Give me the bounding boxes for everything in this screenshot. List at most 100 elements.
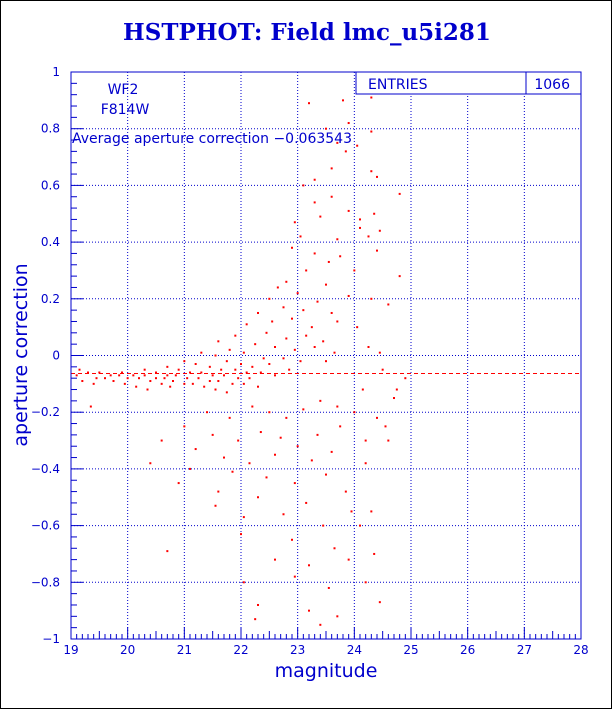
data-point bbox=[336, 615, 339, 618]
data-point bbox=[319, 399, 322, 402]
data-point bbox=[257, 496, 259, 499]
data-point bbox=[398, 192, 401, 195]
x-tick-label: 27 bbox=[517, 643, 532, 657]
data-point bbox=[217, 380, 220, 383]
y-tick-label: −0.4 bbox=[31, 462, 60, 476]
data-point bbox=[203, 385, 206, 388]
data-point bbox=[310, 326, 313, 329]
data-point bbox=[308, 102, 310, 105]
data-point bbox=[387, 303, 390, 306]
data-point bbox=[393, 397, 395, 400]
data-point bbox=[183, 425, 186, 428]
data-point bbox=[155, 371, 157, 374]
data-point bbox=[177, 482, 180, 485]
data-point bbox=[234, 334, 237, 337]
data-point bbox=[347, 209, 350, 212]
data-point bbox=[265, 331, 268, 334]
data-point bbox=[313, 252, 316, 255]
x-tick-label: 22 bbox=[233, 643, 248, 657]
data-point bbox=[305, 501, 308, 504]
data-point bbox=[299, 235, 302, 238]
data-point bbox=[78, 368, 81, 371]
data-point bbox=[245, 323, 248, 326]
data-point bbox=[166, 365, 169, 368]
data-point bbox=[404, 377, 407, 380]
data-point bbox=[296, 445, 299, 448]
x-tick-label: 21 bbox=[177, 643, 192, 657]
data-point bbox=[217, 490, 220, 493]
y-axis-label: aperture correction bbox=[10, 263, 32, 446]
data-point bbox=[245, 371, 248, 374]
data-point bbox=[313, 201, 316, 204]
data-point bbox=[194, 363, 197, 366]
data-point bbox=[104, 377, 106, 380]
data-point bbox=[254, 618, 257, 621]
data-point bbox=[367, 235, 370, 238]
x-tick-label: 25 bbox=[403, 643, 418, 657]
data-point bbox=[211, 433, 214, 436]
data-point bbox=[330, 195, 333, 198]
data-point bbox=[194, 448, 197, 451]
data-point bbox=[172, 380, 174, 383]
data-point bbox=[155, 377, 157, 380]
data-point bbox=[291, 246, 293, 249]
data-point bbox=[268, 363, 271, 366]
y-tick-label: 0 bbox=[52, 349, 60, 363]
data-point bbox=[240, 363, 242, 366]
data-point bbox=[370, 297, 373, 300]
data-point bbox=[217, 340, 220, 343]
data-point bbox=[98, 371, 101, 374]
data-point bbox=[200, 371, 203, 374]
data-point bbox=[381, 368, 384, 371]
stats-box-frame bbox=[355, 71, 582, 95]
data-point bbox=[211, 374, 214, 377]
data-point bbox=[223, 374, 225, 377]
data-point bbox=[123, 382, 126, 385]
y-tick-label: −0.8 bbox=[31, 575, 60, 589]
data-point bbox=[319, 623, 322, 626]
data-point bbox=[285, 337, 288, 340]
stats-entries-value: 1066 bbox=[534, 77, 570, 93]
data-point bbox=[288, 368, 291, 371]
data-point bbox=[237, 377, 240, 380]
data-point bbox=[327, 586, 330, 589]
data-point bbox=[191, 382, 194, 385]
chart-title: HSTPHOT: Field lmc_u5i281 bbox=[123, 19, 491, 46]
y-tick-label: 1 bbox=[52, 65, 60, 79]
data-point bbox=[268, 297, 271, 300]
x-tick-label: 24 bbox=[347, 643, 362, 657]
grid-layer bbox=[71, 72, 581, 639]
data-point bbox=[339, 255, 342, 258]
data-point bbox=[112, 380, 115, 383]
data-point bbox=[293, 348, 296, 351]
data-point bbox=[285, 416, 288, 419]
data-point bbox=[248, 462, 251, 465]
data-point bbox=[325, 473, 327, 476]
data-point bbox=[228, 348, 231, 351]
data-point bbox=[231, 470, 234, 473]
data-point bbox=[166, 550, 169, 553]
data-point bbox=[87, 371, 89, 374]
data-point bbox=[257, 603, 259, 606]
data-point bbox=[208, 380, 211, 383]
data-point bbox=[370, 96, 373, 99]
data-point bbox=[214, 504, 217, 507]
data-point bbox=[282, 357, 285, 360]
data-point bbox=[234, 368, 237, 371]
y-tick-label: −1 bbox=[42, 632, 60, 646]
data-point bbox=[299, 360, 302, 363]
data-point bbox=[395, 388, 398, 391]
data-point bbox=[310, 459, 313, 462]
x-axis-label: magnitude bbox=[275, 660, 378, 682]
data-point bbox=[200, 351, 203, 354]
y-tick-label: −0.6 bbox=[31, 519, 60, 533]
data-point bbox=[95, 377, 98, 380]
data-point bbox=[274, 453, 276, 456]
data-point bbox=[364, 462, 367, 465]
data-point bbox=[254, 343, 257, 346]
data-point bbox=[177, 368, 180, 371]
data-point bbox=[350, 510, 353, 513]
data-point bbox=[237, 439, 240, 442]
y-tick-label: 0.2 bbox=[41, 292, 60, 306]
